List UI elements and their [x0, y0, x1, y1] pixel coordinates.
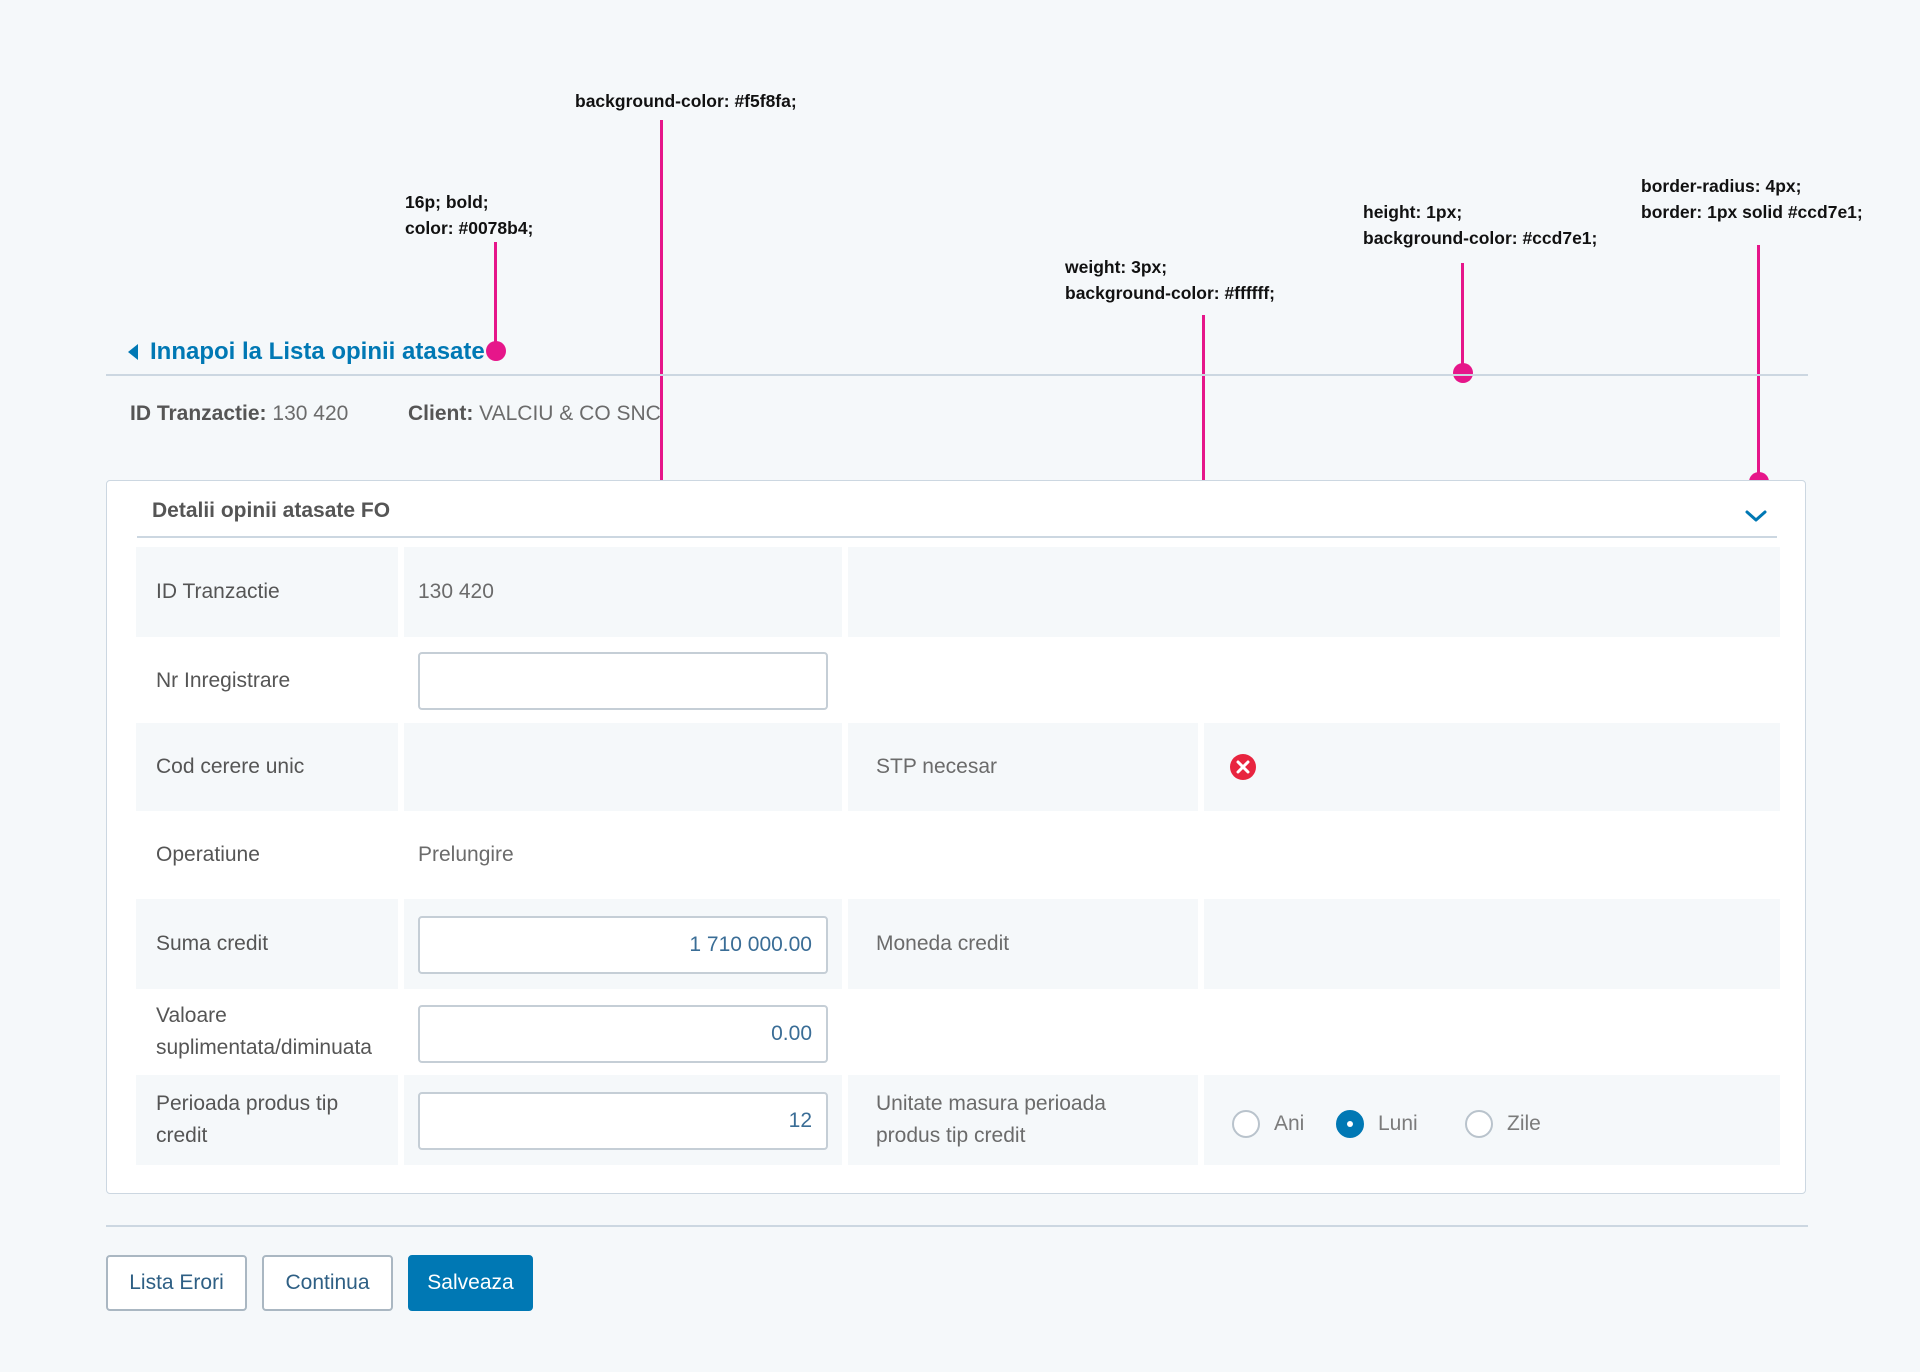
lista-erori-button[interactable]: Lista Erori [106, 1255, 247, 1311]
back-to-list-link[interactable]: Innapoi la Lista opinii atasate [128, 336, 485, 368]
label-valoare: Valoare suplimentata/diminuata [156, 1004, 372, 1059]
error-x-icon [1230, 754, 1256, 780]
label-perioada: Perioada produs tip credit [136, 1075, 398, 1165]
annotation-border: border-radius: 4px; border: 1px solid #c… [1641, 173, 1863, 225]
radio-zile[interactable]: Zile [1465, 1107, 1541, 1141]
summary-client-value: VALCIU & CO SNC [479, 402, 661, 425]
radio-label: Ani [1274, 1112, 1305, 1135]
salveaza-button[interactable]: Salveaza [408, 1255, 533, 1311]
radio-label: Zile [1507, 1112, 1541, 1135]
label-id-tranzactie: ID Tranzactie [136, 547, 398, 637]
annotation-marker [486, 341, 506, 361]
nr-inregistrare-input[interactable] [418, 652, 828, 710]
value-cod-cerere-unic [404, 723, 842, 811]
annotation-weight: weight: 3px; background-color: #ffffff; [1065, 254, 1275, 306]
radio-label: Luni [1378, 1112, 1418, 1135]
value-id-tranzactie: 130 420 [404, 547, 842, 637]
annotation-bg: background-color: #f5f8fa; [575, 88, 797, 114]
value-moneda-credit [1204, 899, 1780, 989]
annotation-font: 16p; bold; color: #0078b4; [405, 189, 533, 241]
annotation-line: background-color: #ccd7e1; [1363, 228, 1598, 248]
label-cod-cerere-unic: Cod cerere unic [136, 723, 398, 811]
summary-id-value: 130 420 [272, 402, 349, 425]
label-nr-inregistrare: Nr Inregistrare [156, 669, 291, 692]
annotation-height: height: 1px; background-color: #ccd7e1; [1363, 199, 1597, 251]
chevron-down-icon[interactable] [1743, 503, 1769, 529]
suma-credit-input[interactable]: 1 710 000.00 [418, 916, 828, 974]
value-stp-necesar [1204, 723, 1780, 811]
annotation-pointer [660, 120, 663, 568]
panel-divider [137, 536, 1777, 538]
label-stp-necesar: STP necesar [848, 723, 1198, 811]
label-operatiune: Operatiune [156, 843, 260, 866]
annotation-line: height: 1px; [1363, 202, 1463, 222]
value-operatiune: Prelungire [418, 843, 514, 866]
annotation-marker [1453, 363, 1473, 383]
annotation-line: border: 1px solid #ccd7e1; [1641, 202, 1863, 222]
summary-client: Client: VALCIU & CO SNC [408, 402, 661, 430]
perioada-input[interactable]: 12 [418, 1092, 828, 1150]
back-link-label: Innapoi la Lista opinii atasate [150, 338, 485, 365]
annotation-pointer [1757, 245, 1760, 485]
annotation-line: color: #0078b4; [405, 218, 534, 238]
summary-transaction-id: ID Tranzactie: 130 420 [130, 402, 348, 430]
summary-client-label: Client: [408, 402, 474, 425]
annotation-line: 16p; bold; [405, 192, 489, 212]
summary-id-label: ID Tranzactie: [130, 402, 267, 425]
annotation-pointer [494, 242, 497, 347]
valoare-input[interactable]: 0.00 [418, 1005, 828, 1063]
radio-circle [1232, 1110, 1260, 1138]
label-suma-credit: Suma credit [136, 899, 398, 989]
divider [106, 1225, 1808, 1227]
radio-ani[interactable]: Ani [1232, 1107, 1304, 1141]
radio-luni[interactable]: Luni [1336, 1107, 1418, 1141]
annotation-line: background-color: #ffffff; [1065, 283, 1275, 303]
radio-circle-selected [1336, 1110, 1364, 1138]
annotation-line: background-color: #f5f8fa; [575, 91, 797, 111]
annotation-line: border-radius: 4px; [1641, 176, 1802, 196]
label-moneda-credit: Moneda credit [848, 899, 1198, 989]
panel-title: Detalii opinii atasate FO [152, 499, 391, 522]
annotation-pointer [1461, 263, 1464, 371]
empty-cell [848, 547, 1780, 637]
radio-circle [1465, 1110, 1493, 1138]
label-unitate: Unitate masura perioada produs tip credit [848, 1075, 1198, 1165]
caret-left-icon [128, 344, 138, 360]
continua-button[interactable]: Continua [262, 1255, 393, 1311]
divider [106, 374, 1808, 376]
annotation-pointer [1202, 315, 1205, 598]
annotation-line: weight: 3px; [1065, 257, 1168, 277]
